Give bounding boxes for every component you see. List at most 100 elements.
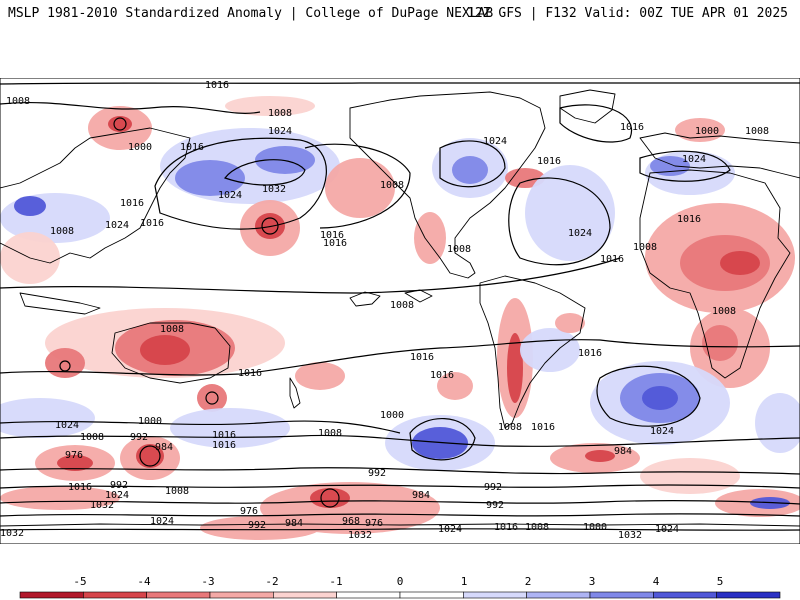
anom-positive [525, 165, 615, 261]
europe-asia-coast [0, 127, 191, 264]
isobar-label: 1024 [150, 516, 174, 527]
coastlines [0, 89, 800, 527]
australia-coast [111, 322, 231, 384]
isobar-line [113, 117, 127, 131]
isobar-label: 1008 [633, 242, 657, 253]
isobar-label: 1008 [498, 422, 522, 433]
isobar-label: 1016 [620, 122, 644, 133]
indonesia-coast [19, 292, 101, 315]
europe-west-coast [639, 132, 800, 179]
isobar-label: 1032 [90, 500, 114, 511]
isobar-label: 1024 [650, 426, 674, 437]
isobar-line [0, 82, 800, 85]
isobar-label: 1016 [238, 368, 262, 379]
isobar-label: 992 [484, 482, 502, 493]
isobar-label: 1008 [745, 126, 769, 137]
isobar-line [0, 467, 800, 475]
colorbar-tick: 5 [717, 575, 724, 588]
isobar-line [0, 257, 621, 294]
anom-negative [555, 313, 585, 333]
isobar-label: 1016 [180, 142, 204, 153]
isobar-line [224, 159, 306, 186]
anom-negative [0, 486, 120, 510]
isobar-label: 1008 [525, 522, 549, 533]
colorbar-tick: 3 [589, 575, 596, 588]
anom-negative [585, 450, 615, 462]
isobar-label: 1032 [348, 530, 372, 541]
colorbar-tick: 0 [397, 575, 404, 588]
north-america-coast [349, 91, 546, 279]
isobar-line [559, 104, 633, 143]
isobar-label: 992 [368, 468, 386, 479]
isobar-label: 976 [240, 506, 258, 517]
isobar-label: 1008 [160, 324, 184, 335]
isobar-line [0, 434, 800, 447]
isobar-label: 1008 [390, 300, 414, 311]
isobar-labels: 1016 1008 1024 1000 1016 1024 1032 1008 … [0, 80, 769, 541]
colorbar-box [336, 591, 401, 599]
isobar-label: 1032 [0, 528, 24, 539]
isobar-label: 1016 [320, 230, 344, 241]
isobar-label: 1016 [430, 370, 454, 381]
isobar-label: 1024 [682, 154, 706, 165]
isobar-label: 984 [614, 446, 632, 457]
isobar-label: 1016 [531, 422, 555, 433]
isobar-label: 1016 [410, 352, 434, 363]
anom-negative [45, 348, 85, 378]
isobar-line [0, 484, 800, 489]
isobar-label: 992 [110, 480, 128, 491]
isobar-label: 1024 [568, 228, 592, 239]
isobar-label: 1024 [105, 220, 129, 231]
colorbar-box [463, 591, 527, 599]
isobar-label: 992 [130, 432, 148, 443]
isobar-line [0, 528, 800, 531]
model-run-info: 12Z GFS | F132 Valid: 00Z TUE APR 01 202… [467, 6, 788, 21]
anom-negative [140, 335, 190, 365]
isobar-label: 1016 [677, 214, 701, 225]
isobar-label: 1016 [120, 198, 144, 209]
isobar-line [439, 140, 506, 188]
isobar-line [596, 365, 701, 427]
isobar-label: 1016 [600, 254, 624, 265]
isobar-label: 968 [342, 516, 360, 527]
isobar-label: 1008 [50, 226, 74, 237]
new-zealand-coast [289, 377, 301, 409]
isobar-label: 1000 [138, 416, 162, 427]
isobar-line [0, 420, 401, 434]
colorbar-ticks: -5 -4 -3 -2 -1 0 1 2 3 4 5 [73, 575, 723, 588]
anom-negative [414, 212, 446, 264]
colorbar-tick: -3 [201, 575, 214, 588]
isobar-label: 1024 [655, 524, 679, 535]
isobar-label: 1008 [380, 180, 404, 191]
colorbar-tick: 2 [525, 575, 532, 588]
isobar-label: 1008 [712, 306, 736, 317]
anom-positive [642, 386, 678, 410]
isobar-line [409, 418, 476, 461]
isobar-label: 1016 [68, 482, 92, 493]
isobar-label: 984 [285, 518, 303, 529]
colorbar-box [526, 591, 591, 599]
isobar-label: 984 [412, 490, 430, 501]
isobar-line [508, 177, 611, 266]
colorbar-box [146, 591, 211, 599]
colorbar-box [83, 591, 147, 599]
colorbar-box [399, 591, 464, 599]
anom-positive [0, 398, 95, 438]
anom-negative [437, 372, 473, 400]
colorbar-tick: -2 [265, 575, 278, 588]
anom-negative [720, 251, 760, 275]
isobar-label: 1016 [578, 348, 602, 359]
isobar-line [320, 488, 340, 508]
isobar-label: 1016 [537, 156, 561, 167]
isobar-line [139, 445, 161, 467]
isobar-label: 1008 [447, 244, 471, 255]
anom-negative [136, 444, 164, 468]
anom-negative [200, 516, 320, 540]
isobar-line [0, 500, 800, 505]
mslp-anomaly-map: 1016 1008 1024 1000 1016 1024 1032 1008 … [0, 78, 800, 544]
isobar-label: 984 [155, 442, 173, 453]
anom-negative [108, 116, 132, 132]
south-america-coast [479, 275, 586, 429]
isobar-label: 1016 [205, 80, 229, 91]
anom-positive [170, 408, 290, 448]
